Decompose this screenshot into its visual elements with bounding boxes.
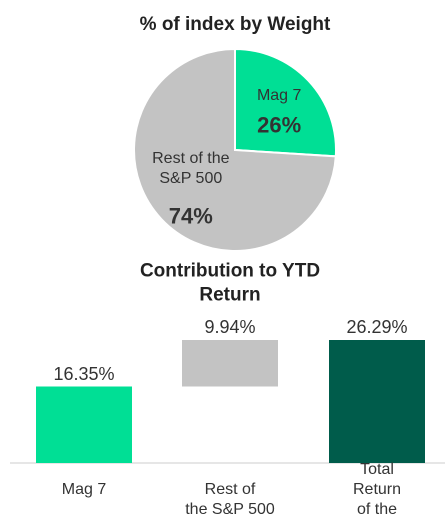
bar: [329, 340, 425, 463]
pie-slice: [133, 47, 337, 252]
slice-label: Rest of the S&P 500: [152, 150, 230, 188]
slice-value: 74%: [168, 203, 213, 229]
chart-title: Contribution to YTD Return: [139, 260, 321, 305]
value-label: 9.94%: [204, 316, 256, 337]
bar: [182, 340, 278, 387]
value-label: 16.35%: [53, 363, 115, 384]
x-tick-label: Mag 7: [61, 481, 107, 498]
bar: [36, 386, 132, 463]
x-tick-label: Total Return of the S&P 500: [352, 461, 402, 518]
chart-title: % of index by Weight: [139, 14, 331, 36]
slice-label: Mag 7: [256, 86, 302, 104]
slice-value: 26%: [257, 111, 302, 137]
value-label: 26.29%: [346, 316, 408, 337]
pie-slice: [234, 47, 337, 158]
x-tick-label: Rest of the S&P 500: [185, 481, 275, 518]
